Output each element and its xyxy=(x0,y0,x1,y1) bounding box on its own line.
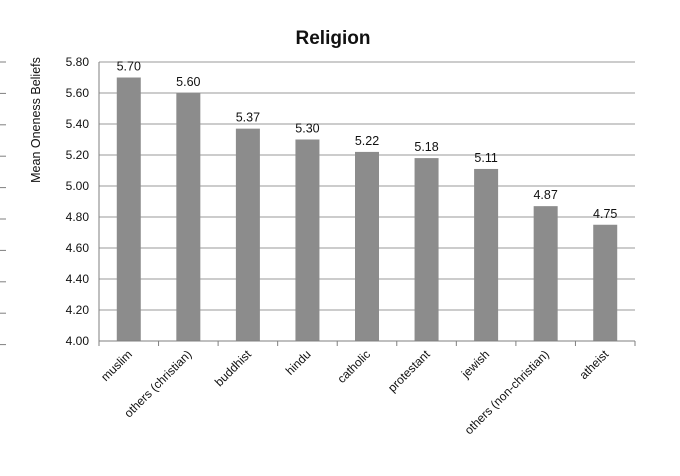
x-tick-label: atheist xyxy=(576,347,611,382)
chart-title: Religion xyxy=(296,28,371,49)
data-label: 5.70 xyxy=(117,60,141,74)
y-tick-label: 4.80 xyxy=(66,210,90,224)
y-tick-label: 5.00 xyxy=(66,179,90,193)
y-axis-ticks: 4.00 4.20 4.40 4.60 4.80 5.00 5.20 5.40 5.60 5.80 xyxy=(66,55,90,348)
data-label: 5.22 xyxy=(355,134,379,148)
data-label: 5.18 xyxy=(414,140,438,154)
y-tick-label: 5.20 xyxy=(66,148,90,162)
x-tick-label: jewish xyxy=(458,347,492,381)
bar xyxy=(414,158,439,341)
y-tick-label: 5.60 xyxy=(66,86,90,100)
x-tick-label: buddhist xyxy=(212,347,254,389)
y-tick-label: 4.60 xyxy=(66,241,90,255)
x-tick-label: catholic xyxy=(334,347,373,386)
bar xyxy=(474,168,499,341)
y-axis-label: Mean Oneness Beliefs xyxy=(29,57,43,183)
x-tick-label: hindu xyxy=(283,347,314,378)
y-tick-label: 4.40 xyxy=(66,272,90,286)
data-label: 5.30 xyxy=(295,122,319,136)
data-label: 4.87 xyxy=(533,188,557,202)
bar xyxy=(295,139,320,341)
bar xyxy=(235,128,260,341)
axes xyxy=(98,62,636,346)
y-tick-label: 5.80 xyxy=(66,55,90,69)
data-label: 5.37 xyxy=(236,111,260,125)
bars xyxy=(116,77,618,341)
left-edge-ticks xyxy=(0,61,6,346)
data-labels: 5.70 5.60 5.37 5.30 5.22 5.18 5.11 4.87 4.75 xyxy=(117,60,618,221)
data-label: 4.75 xyxy=(593,207,617,221)
data-label: 5.60 xyxy=(176,75,200,89)
y-tick-label: 4.20 xyxy=(66,303,90,317)
bar xyxy=(116,77,141,341)
data-label: 5.11 xyxy=(474,151,497,165)
x-tick-label: muslim xyxy=(98,347,135,384)
x-tick-label: protestant xyxy=(385,347,433,395)
bar xyxy=(533,206,558,341)
bar xyxy=(593,224,618,341)
bar xyxy=(176,93,201,341)
bar xyxy=(355,151,379,341)
y-tick-label: 4.00 xyxy=(66,334,90,348)
y-tick-label: 5.40 xyxy=(66,117,90,131)
